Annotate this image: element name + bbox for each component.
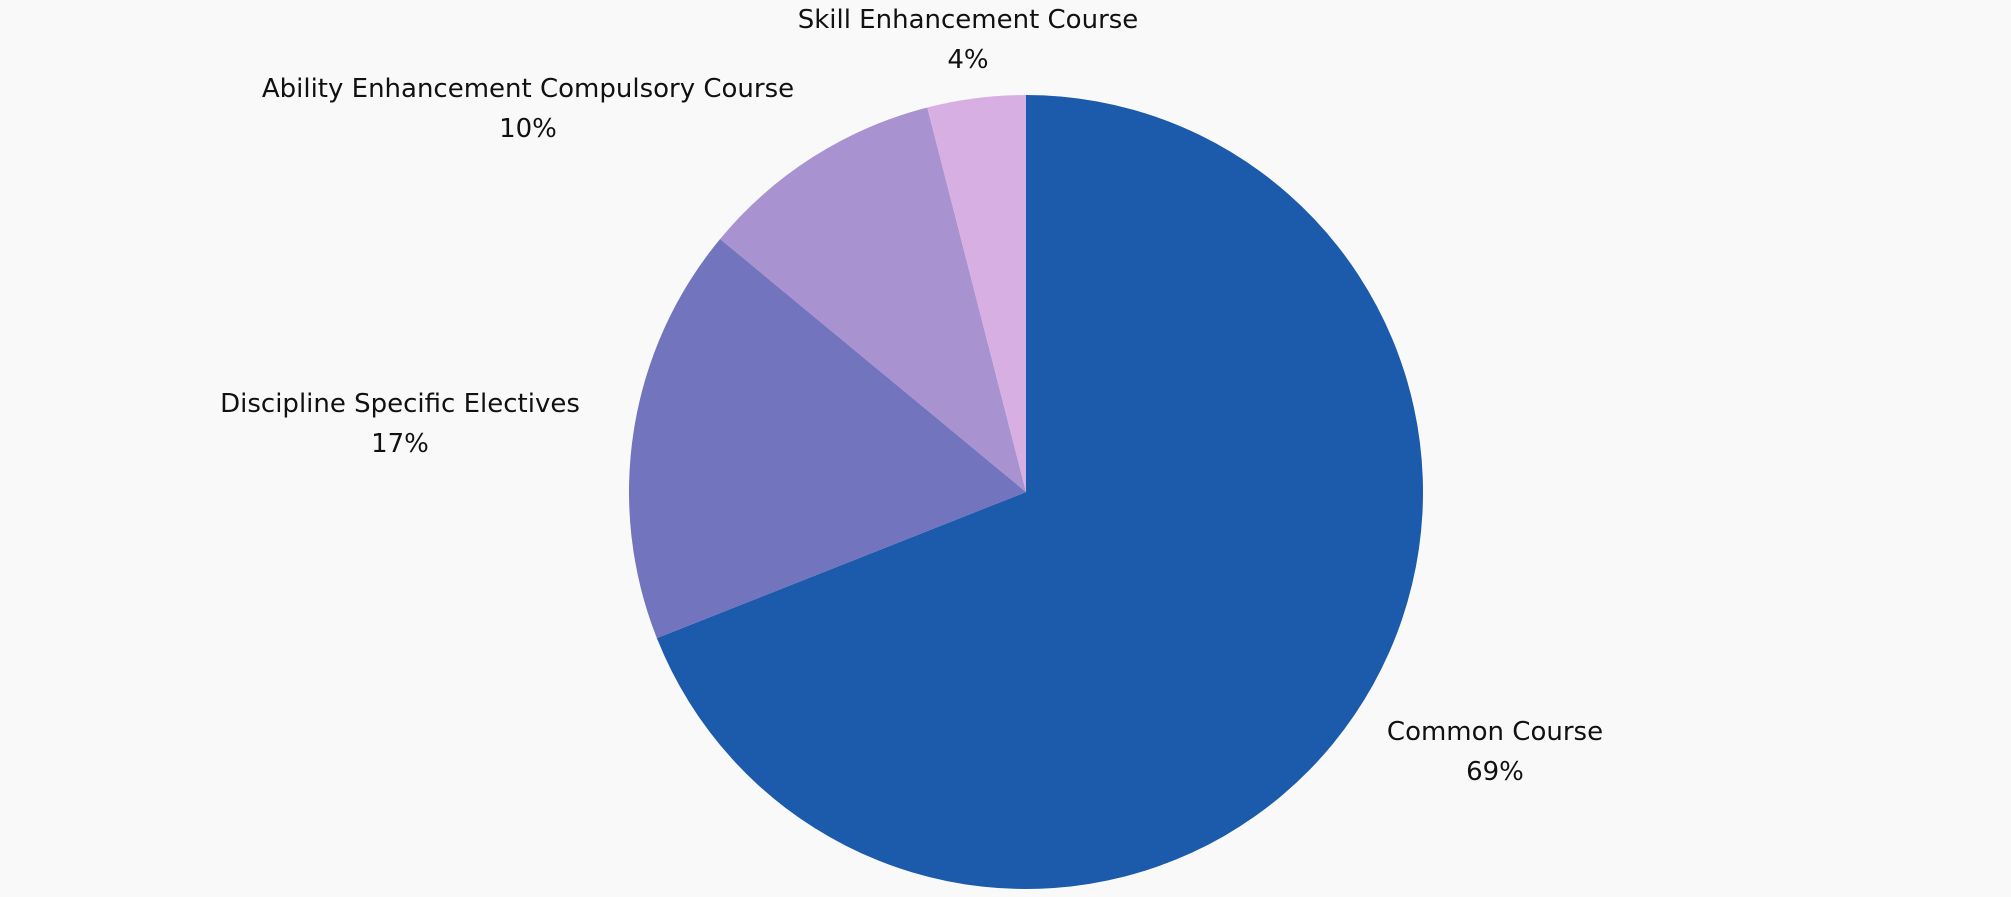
slice-label: Ability Enhancement Compulsory Course <box>262 74 794 104</box>
pie-slice-discipline-specific-electives <box>629 238 1026 639</box>
slice-value-label: 69% <box>1466 757 1524 787</box>
slice-label: Discipline Specific Electives <box>220 389 580 419</box>
slices-group <box>629 95 1423 889</box>
slice-value-label: 4% <box>947 45 988 75</box>
pie-slice-common-course <box>656 95 1423 889</box>
slice-label: Skill Enhancement Course <box>798 5 1139 35</box>
slice-label: Common Course <box>1387 717 1603 747</box>
pie-slice-ability-enhancement-compulsory-course <box>720 107 1026 493</box>
slice-value-label: 17% <box>371 429 429 459</box>
pie-slice-skill-enhancement-course <box>927 95 1026 492</box>
labels-group: Common Course 69% Discipline Specific Elec… <box>220 5 1603 787</box>
slice-value-label: 10% <box>499 114 557 144</box>
